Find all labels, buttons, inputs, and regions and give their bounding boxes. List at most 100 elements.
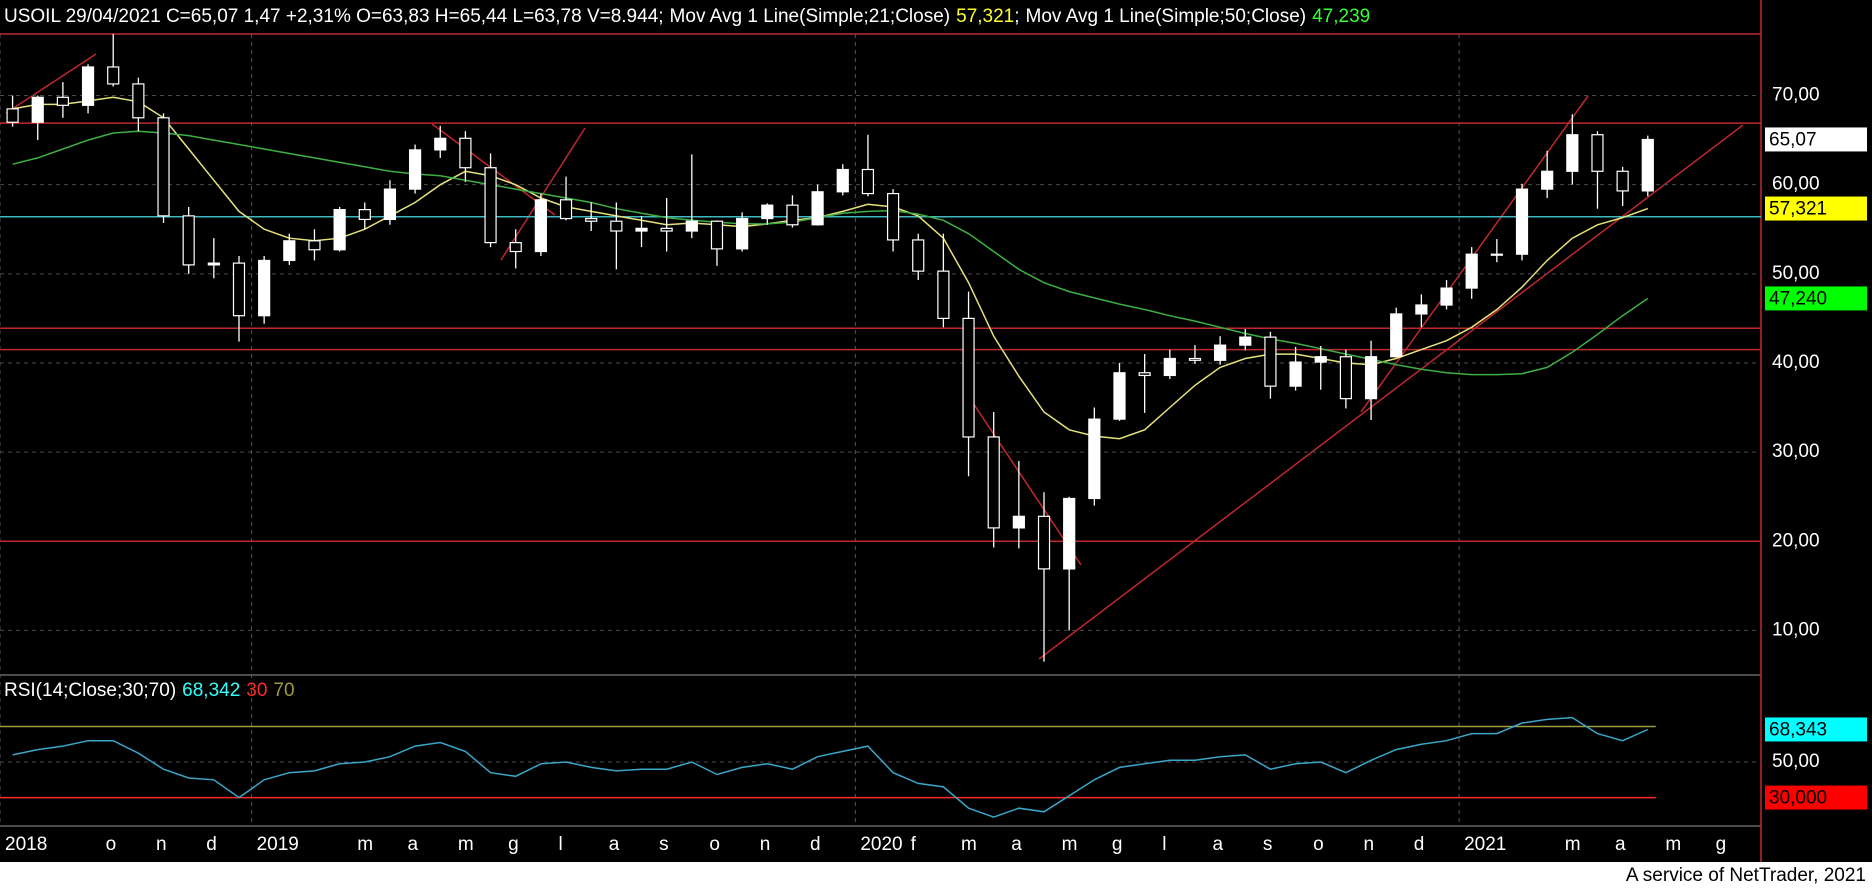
candle-body [232, 262, 246, 317]
candle-body [761, 204, 774, 220]
x-tick-label: a [1615, 834, 1626, 855]
candle-body [1339, 356, 1353, 400]
value-tag-label: 30,000 [1769, 788, 1827, 809]
candle-body [1314, 356, 1327, 363]
candle-body [886, 192, 900, 241]
separator: ; [1014, 6, 1019, 27]
x-tick-label: o [1313, 834, 1324, 855]
x-tick-label: s [1263, 834, 1273, 855]
footer: A service of NetTrader, 2021 [1626, 865, 1866, 886]
value-tag [1765, 785, 1867, 810]
x-tick-label: m [961, 834, 977, 855]
x-tick-label: 2020 [860, 834, 902, 855]
trend-line [966, 393, 1082, 566]
x-tick-label: a [1011, 834, 1022, 855]
candle-body [31, 96, 44, 123]
x-tick-label: d [1414, 834, 1425, 855]
candle-body [660, 227, 673, 232]
candle-body [207, 262, 220, 266]
candle-body [786, 204, 799, 226]
candle-body [459, 137, 472, 169]
candle-body [1088, 418, 1101, 500]
y-tick-label: 60,00 [1772, 174, 1820, 195]
candle-body [1188, 357, 1202, 361]
footer-strip [0, 862, 1872, 888]
candle-body [258, 259, 271, 317]
candle-body [1012, 515, 1025, 529]
candle-body [1214, 344, 1227, 361]
candle-body [534, 199, 547, 253]
x-tick-label: n [1363, 834, 1374, 855]
candle-body [157, 117, 170, 217]
x-tick-label: d [810, 834, 821, 855]
x-tick-label: g [1112, 834, 1123, 855]
y-tick-label: 10,00 [1772, 619, 1820, 640]
candle-body [358, 209, 371, 221]
y-tick-label: 50,00 [1772, 751, 1820, 772]
rsi-value: 68,342 [182, 680, 240, 701]
candle-body [1515, 188, 1529, 255]
x-tick-label: f [911, 834, 917, 855]
value-tag [1765, 127, 1867, 152]
candle-body [736, 217, 749, 250]
candle-body [1566, 134, 1579, 172]
candle-body [1364, 356, 1378, 400]
candle-body [81, 66, 95, 106]
x-tick-label: l [558, 834, 562, 855]
candle-body [383, 188, 397, 221]
candle-body [1239, 336, 1252, 346]
legend-entry: Mov Avg 1 Line(Simple;21;Close) [670, 6, 951, 27]
x-tick-label: 2018 [5, 834, 47, 855]
candle-body [836, 168, 849, 193]
candle-body [610, 220, 623, 232]
x-tick-label: o [709, 834, 720, 855]
candle-body [635, 227, 648, 232]
x-tick-label: s [659, 834, 669, 855]
candle-body [56, 96, 69, 106]
candle-body [585, 217, 598, 222]
x-tick-label: 2019 [257, 834, 299, 855]
candle-body [484, 167, 497, 244]
legend-entry: Mov Avg 1 Line(Simple;50;Close) [1026, 6, 1307, 27]
x-tick-label: n [156, 834, 167, 855]
trend-line [1038, 124, 1744, 660]
y-tick-label: 40,00 [1772, 352, 1820, 373]
rsi-title: RSI(14;Close;30;70) [4, 680, 176, 701]
x-tick-label: a [1213, 834, 1224, 855]
candle-body [1264, 336, 1277, 387]
rsi-header: RSI(14;Close;30;70) 68,342 30 70 [4, 680, 295, 701]
separator: ; [658, 6, 663, 27]
candle-body [1415, 304, 1428, 315]
x-tick-label: a [609, 834, 620, 855]
value-tag-label: 65,07 [1769, 129, 1817, 150]
candle-body [861, 168, 875, 195]
candle-body [1390, 313, 1403, 358]
x-tick-label: 2021 [1464, 834, 1506, 855]
value-tag-label: 68,343 [1769, 719, 1827, 740]
candle-body [1490, 253, 1503, 256]
x-tick-label: m [1565, 834, 1581, 855]
candle-body [937, 270, 950, 319]
chart-title: USOIL 29/04/2021 C=65,07 1,47 +2,31% O=6… [4, 6, 659, 27]
candle-body [132, 83, 145, 119]
rsi-level-label: 70 [273, 680, 294, 701]
candle-body [912, 239, 925, 272]
value-tag [1765, 717, 1867, 742]
x-tick-label: g [508, 834, 519, 855]
candle-body [1163, 357, 1176, 377]
candle-body [408, 149, 422, 190]
value-tag-label: 57,321 [1769, 199, 1827, 220]
legend-value: 57,321 [956, 6, 1014, 27]
candle-body [1037, 515, 1051, 570]
x-tick-label: g [1716, 834, 1727, 855]
candle-body [107, 66, 120, 85]
candle-body [1138, 372, 1151, 377]
header: USOIL 29/04/2021 C=65,07 1,47 +2,31% O=6… [4, 6, 1370, 27]
candle-body [434, 137, 447, 151]
candle-body [710, 220, 724, 250]
candle-body [1289, 361, 1302, 387]
y-tick-label: 70,00 [1772, 85, 1820, 106]
